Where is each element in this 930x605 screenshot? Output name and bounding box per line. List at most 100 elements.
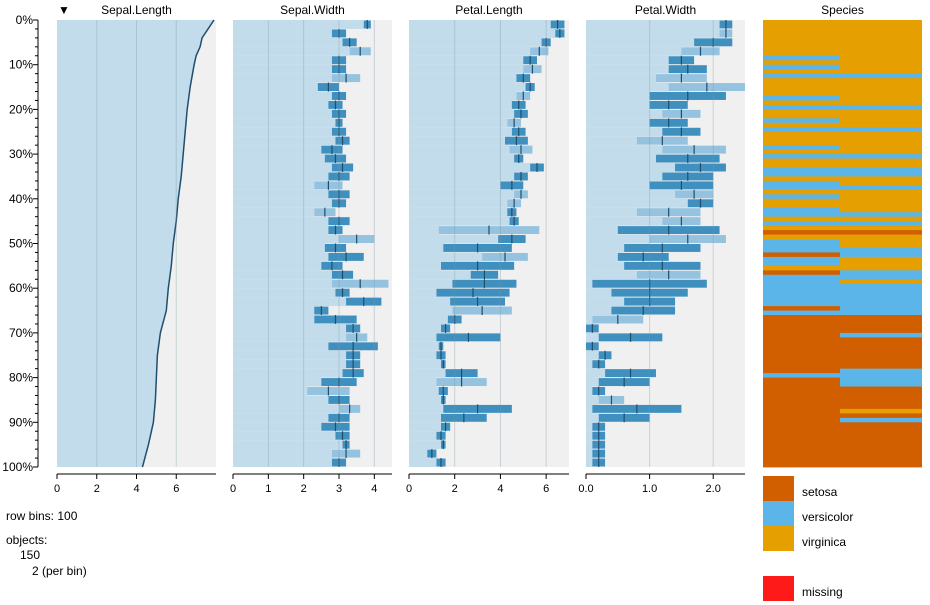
species-bin-left-virginica	[763, 131, 840, 137]
y-tick-label-80pct: 80%	[9, 371, 33, 385]
bin-base-petal-width-86	[586, 404, 593, 414]
species-bin-left-setosa	[763, 355, 840, 361]
species-bin-left-virginica	[763, 234, 840, 240]
species-bin-right-versicolor	[840, 373, 922, 378]
bin-base-petal-width-98	[586, 458, 593, 467]
x-tick-label-sepal-length: 2	[94, 483, 100, 495]
bin-base-sepal-width-94	[233, 440, 343, 450]
bin-base-petal-width-20	[586, 109, 663, 119]
species-bin-left-versicolor	[763, 261, 840, 267]
species-bin-left-virginica	[763, 87, 840, 92]
bin-base-petal-width-58	[586, 279, 593, 289]
species-bin-right-virginica	[840, 82, 922, 88]
species-bin-right-versicolor	[840, 288, 922, 294]
bin-base-petal-length-8	[409, 55, 524, 65]
species-bin-right-virginica	[840, 113, 922, 119]
y-tick-label-70pct: 70%	[9, 326, 33, 340]
bin-base-petal-length-58	[409, 279, 453, 289]
species-bin-left-virginica	[763, 158, 840, 164]
species-bin-right-versicolor	[840, 185, 922, 191]
species-bin-left-setosa	[763, 328, 840, 334]
species-bin-right-setosa	[840, 458, 922, 463]
species-bin-right-virginica	[840, 78, 922, 83]
species-bin-left-versicolor	[763, 171, 840, 177]
bin-base-petal-length-92	[409, 431, 437, 441]
bin-base-sepal-width-66	[233, 315, 315, 324]
column-header-species: Species	[821, 3, 864, 17]
species-bin-right-setosa	[840, 395, 922, 401]
x-tick-label-sepal-width: 2	[301, 483, 307, 495]
species-bin-left-virginica	[763, 82, 840, 88]
bin-base-petal-width-62	[586, 297, 625, 307]
species-bin-left-versicolor	[763, 212, 840, 218]
bin-base-petal-length-98	[409, 458, 437, 467]
objects-total: 150	[20, 548, 41, 562]
bin-base-petal-width-30	[586, 154, 656, 164]
species-bin-left-versicolor	[763, 310, 840, 316]
species-bin-right-virginica	[840, 261, 922, 267]
species-bin-right-virginica	[840, 140, 922, 146]
species-bin-left-virginica	[763, 176, 840, 182]
bin-base-sepal-width-52	[233, 252, 329, 262]
bin-base-petal-length-32	[409, 163, 531, 172]
species-bin-left-virginica	[763, 69, 840, 75]
species-bin-right-versicolor	[840, 368, 922, 374]
legend-label-missing: missing	[802, 585, 843, 599]
bin-base-sepal-width-86	[233, 404, 339, 414]
bin-base-petal-width-96	[586, 449, 593, 459]
bin-base-petal-length-70	[409, 332, 437, 342]
bin-base-sepal-width-24	[233, 127, 332, 137]
bin-base-sepal-width-20	[233, 109, 332, 119]
species-bin-right-virginica	[840, 207, 922, 213]
species-bin-left-versicolor	[763, 373, 840, 378]
bin-base-petal-length-94	[409, 440, 441, 450]
row-bins-label: row bins:	[6, 509, 55, 523]
species-bin-right-setosa	[840, 346, 922, 352]
species-bin-left-virginica	[763, 113, 840, 119]
species-bin-left-virginica	[763, 42, 840, 48]
species-bin-left-setosa	[763, 252, 840, 258]
species-bin-right-virginica	[840, 136, 922, 142]
species-bin-right-virginica	[840, 176, 922, 182]
species-bin-left-setosa	[763, 440, 840, 446]
bin-base-sepal-width-90	[233, 422, 322, 432]
y-tick-label-30pct: 30%	[9, 147, 33, 161]
bin-base-petal-length-26	[409, 136, 505, 146]
column-header-petal-width: Petal.Width	[635, 3, 696, 17]
bin-base-petal-length-28	[409, 145, 510, 155]
species-bin-right-virginica	[840, 28, 922, 34]
species-bin-right-setosa	[840, 350, 922, 356]
species-bin-right-versicolor	[840, 283, 922, 289]
species-bin-right-virginica	[840, 60, 922, 66]
bin-base-petal-width-16	[586, 91, 650, 101]
bin-base-sepal-width-78	[233, 368, 343, 378]
bin-base-petal-width-64	[586, 306, 612, 316]
species-bin-left-versicolor	[763, 127, 840, 133]
bin-base-sepal-width-12	[233, 73, 332, 83]
bin-base-petal-width-76	[586, 359, 593, 369]
species-bin-left-virginica	[763, 189, 840, 195]
species-bin-right-setosa	[840, 426, 922, 432]
bin-base-petal-width-40	[586, 198, 688, 208]
species-bin-right-virginica	[840, 33, 922, 39]
legend-swatch-virginica	[763, 526, 794, 551]
species-bin-left-setosa	[763, 332, 840, 338]
species-bin-left-setosa	[763, 458, 840, 463]
species-bin-right-virginica	[840, 69, 922, 75]
bin-base-petal-width-36	[586, 180, 650, 190]
species-bin-left-versicolor	[763, 104, 840, 110]
species-bin-left-virginica	[763, 140, 840, 146]
species-bin-right-setosa	[840, 323, 922, 329]
species-bin-right-virginica	[840, 100, 922, 106]
species-bin-left-setosa	[763, 364, 840, 370]
species-bin-left-versicolor	[763, 221, 840, 227]
bin-base-petal-width-34	[586, 171, 663, 181]
bin-base-petal-width-28	[586, 145, 663, 155]
species-bin-right-setosa	[840, 444, 922, 450]
legend-label-versicolor: versicolor	[802, 510, 854, 524]
species-bin-left-versicolor	[763, 194, 840, 200]
species-bin-right-virginica	[840, 256, 922, 262]
bin-base-sepal-width-2	[233, 28, 332, 38]
species-bin-left-setosa	[763, 382, 840, 387]
bin-base-petal-length-72	[409, 341, 439, 351]
